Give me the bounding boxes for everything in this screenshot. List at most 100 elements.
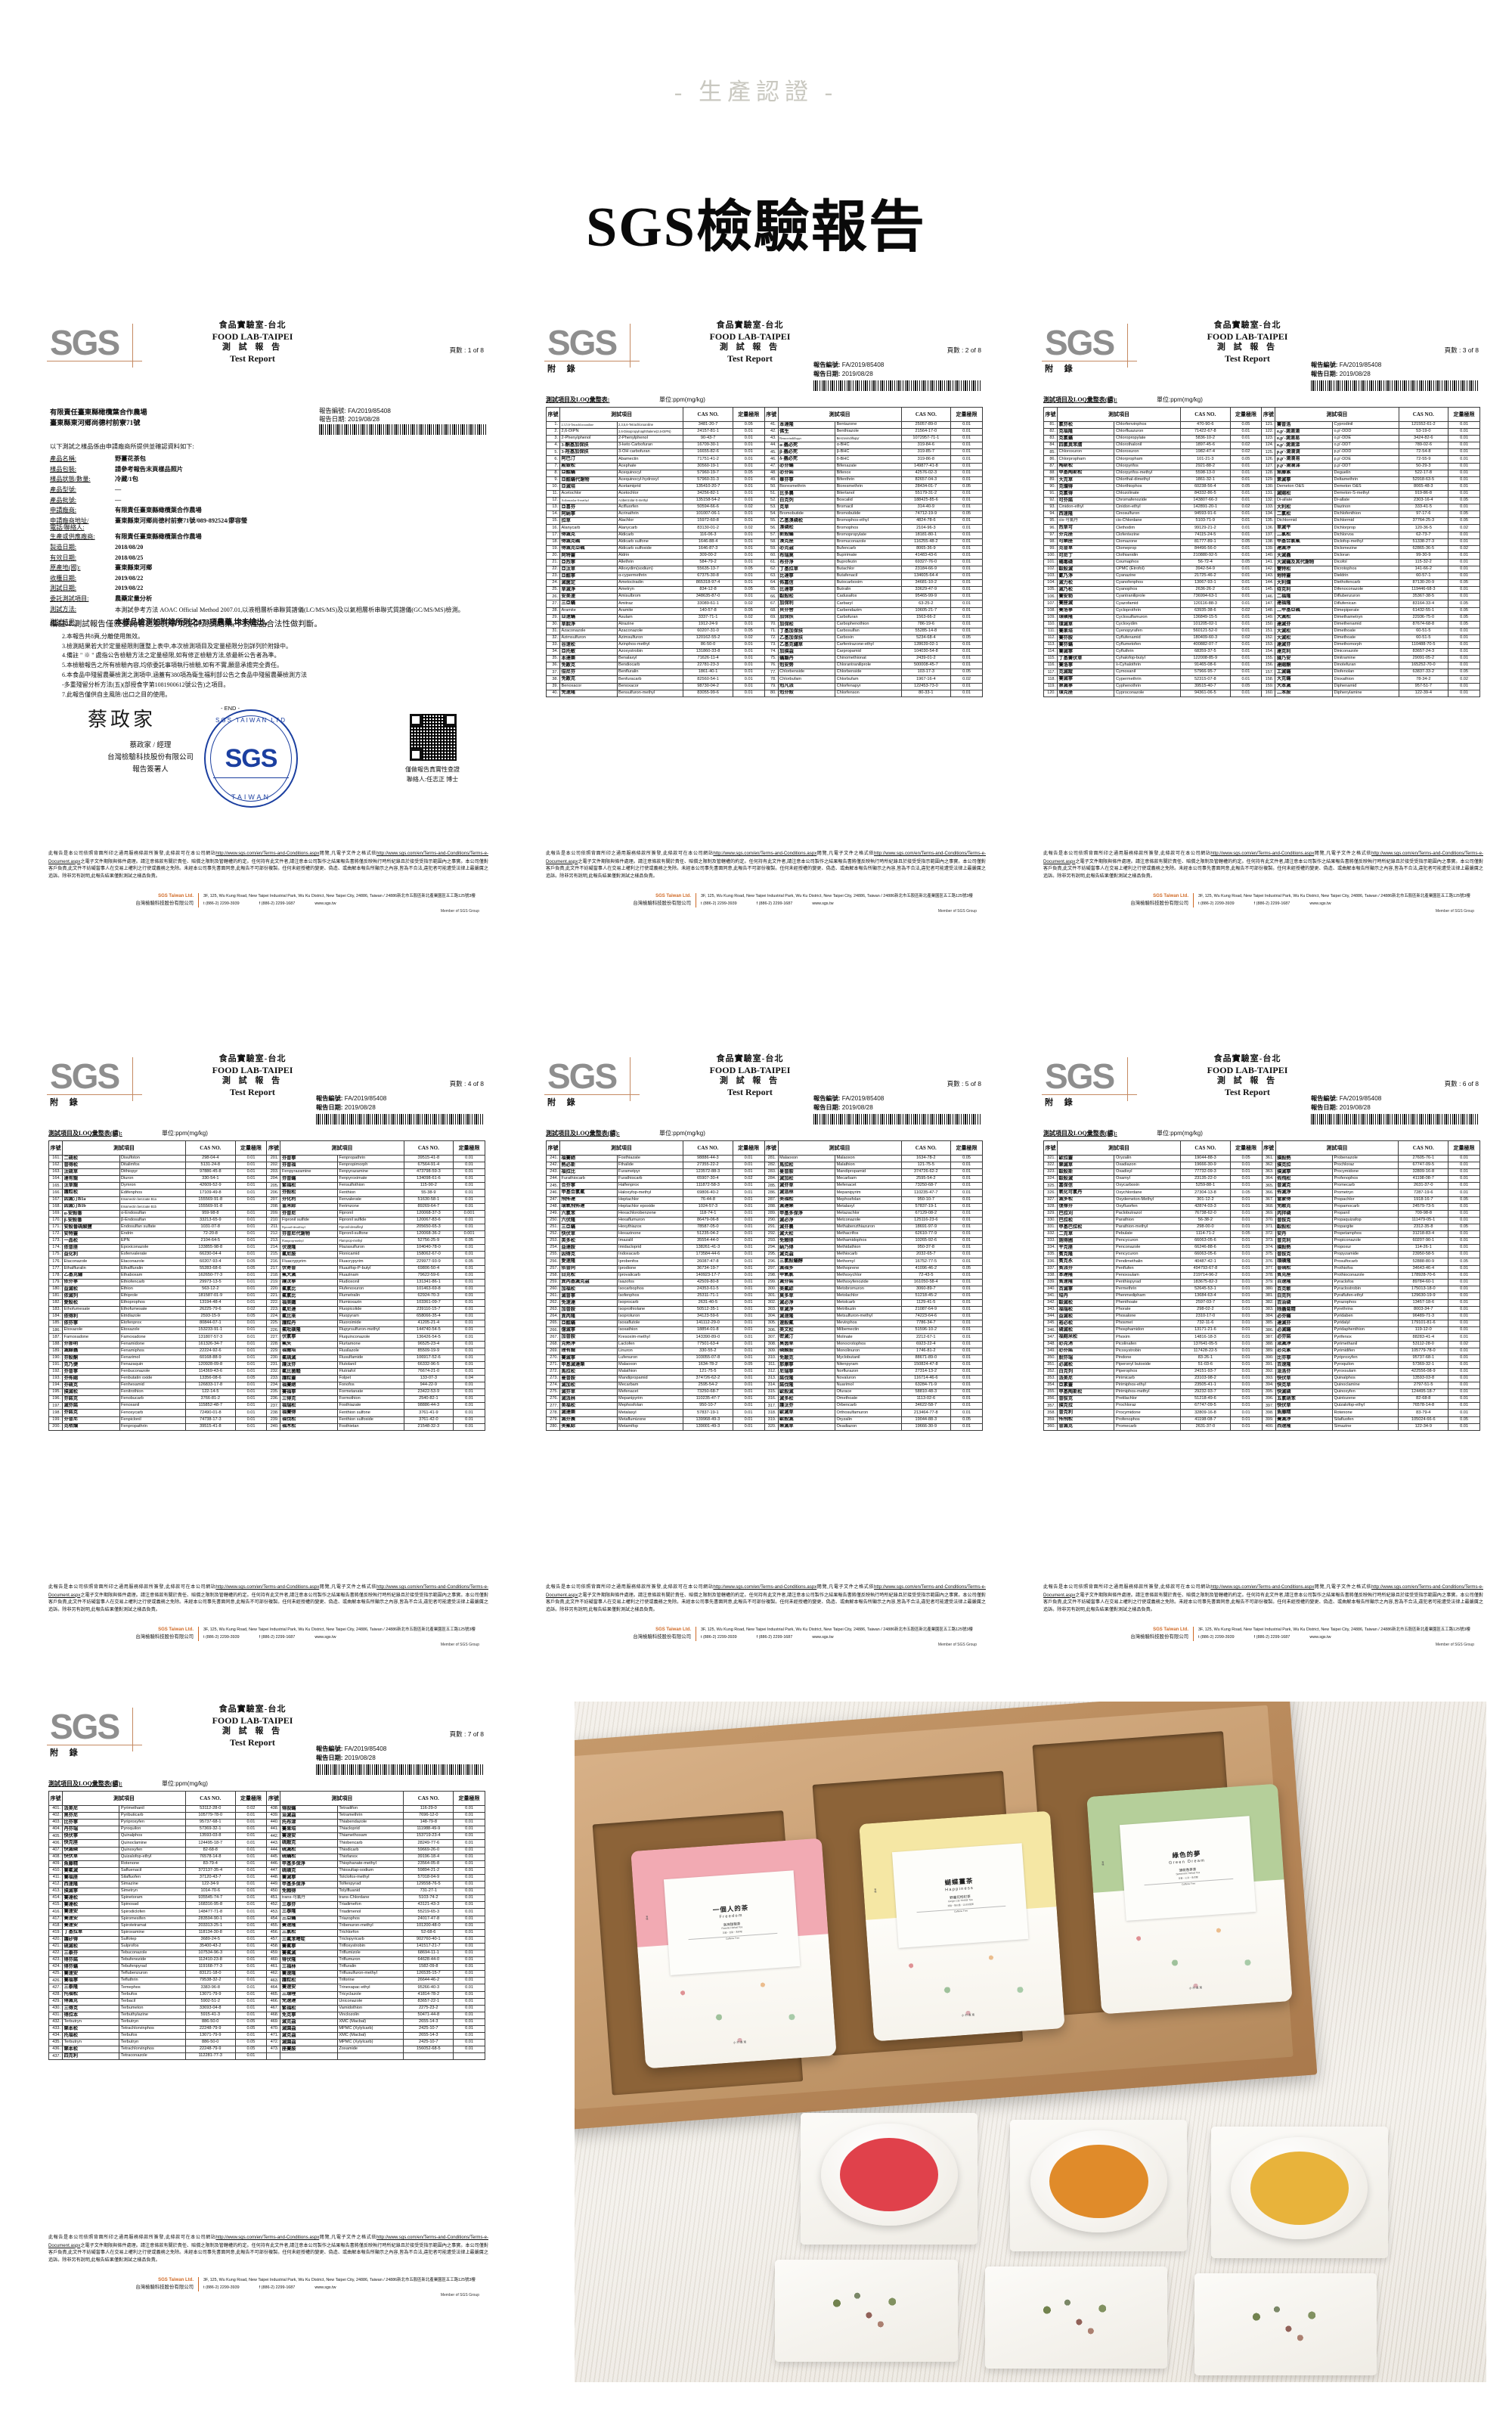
loq-value: 0.01: [1448, 420, 1480, 430]
terms-link[interactable]: http://www.sgs.com/en/Terms-and-Conditio…: [713, 851, 817, 857]
cas-number: 55285-14-8: [900, 627, 952, 635]
sgs-group-member: Member of SGS Group: [937, 908, 977, 914]
item-name-en: Terbacil: [119, 1997, 186, 2006]
item-name-en: Fenpyrazamine: [336, 1168, 404, 1177]
edoc-link[interactable]: http://www.sgs.com/en/Terms-and-Conditio…: [546, 1584, 986, 1598]
row-index: 254.: [546, 1244, 560, 1252]
loq-value: 0.02: [1448, 544, 1480, 553]
item-name-cn: Famoxadone: [62, 1333, 120, 1342]
loq-value: 0.05: [234, 1258, 268, 1266]
table-row: 414. 賽達松 Spinetoram 935545-74-7 0.01 451. tran…: [48, 1894, 485, 1903]
row-index: 294.: [764, 1244, 779, 1252]
item-name-en: Probenazole: [1331, 1154, 1399, 1163]
edoc-link[interactable]: http://www.sgs.com/en/Terms-and-Conditio…: [1043, 1584, 1483, 1598]
loq-value: 0.01: [950, 607, 983, 615]
company-name-cn: 台灣檢驗科技股份有限公司: [633, 901, 691, 907]
loq-value: 0.01: [732, 558, 765, 566]
website-url[interactable]: www.sgs.tw: [1309, 1635, 1331, 1640]
item-name-cn: 賽滅淨: [1275, 1416, 1333, 1424]
verification-qr-code[interactable]: [410, 714, 457, 761]
website-url[interactable]: www.sgs.tw: [812, 1635, 834, 1640]
loq-value: 0.01: [234, 2052, 268, 2061]
item-name-cn: 歐拉靈: [1056, 1154, 1115, 1163]
item-name-en: Fipronil-sulfone: [336, 1230, 404, 1239]
col-header-cas: CAS NO.: [683, 1140, 733, 1156]
loq-value: 0.01: [732, 1402, 765, 1410]
item-name-cn: 必芬諾: [777, 469, 836, 477]
terms-link[interactable]: http://www.sgs.com/en/Terms-and-Conditio…: [215, 1584, 320, 1590]
cas-number: 131341-86-1: [403, 1278, 454, 1286]
website-url[interactable]: www.sgs.tw: [314, 901, 336, 906]
note-line: 7.此報告僅供自主風險/出口之目的使用。: [62, 690, 172, 698]
cas-number: 902760-40-1: [403, 1935, 454, 1944]
loq-value: 0.01: [950, 600, 983, 608]
terms-link[interactable]: http://www.sgs.com/en/Terms-and-Conditio…: [1210, 851, 1315, 857]
item-name-cn: 得芬諾: [61, 1956, 120, 1965]
terms-link[interactable]: http://www.sgs.com/en/Terms-and-Conditio…: [215, 851, 320, 857]
loq-value: 0.01: [234, 1182, 268, 1190]
item-name-cn: 芬普寧: [280, 1154, 338, 1163]
loq-value: 0.01: [1448, 442, 1480, 450]
terms-link[interactable]: http://www.sgs.com/en/Terms-and-Conditio…: [215, 2235, 320, 2241]
table-row: 114. 賽滅寧 Cyfluthrin 68359-37-5 0.01 154. 達克利 Di…: [1043, 648, 1480, 656]
website-url[interactable]: www.sgs.tw: [812, 901, 834, 906]
item-name-cn: 芬硫克: [62, 1382, 120, 1390]
item-name-cn: 護汰芬: [280, 1360, 338, 1369]
item-name-cn: 三得克: [280, 1395, 338, 1404]
loq-value: 0.01: [1448, 662, 1480, 670]
website-url[interactable]: www.sgs.tw: [1309, 901, 1331, 906]
terms-link[interactable]: http://www.sgs.com/en/Terms-and-Conditio…: [1210, 1584, 1315, 1590]
company-name-cn: 台灣檢驗科技股份有限公司: [1130, 901, 1188, 907]
loq-value: 0.05: [1448, 669, 1480, 677]
item-name-cn: 草滅淨: [559, 586, 618, 594]
cas-number: 301-12-2: [1180, 1196, 1231, 1204]
item-name-cn: 必芬諾: [1275, 1333, 1333, 1342]
loq-value: 0.01: [234, 1416, 268, 1424]
item-name-en: Cyphenothrin: [1114, 682, 1181, 690]
row-index: 166.: [48, 1189, 63, 1197]
company-name-en: SGS Taiwan Ltd.: [158, 1627, 194, 1633]
cas-number: 957-51-7: [1398, 682, 1449, 690]
terms-link[interactable]: http://www.sgs.com/en/Terms-and-Conditio…: [713, 1584, 817, 1590]
row-index: 127.: [1261, 462, 1276, 470]
item-name-en: Penflufen: [1114, 1264, 1182, 1273]
table-row: 171. 安殺番硫酸鹽 Endosulfan sulfate 1031-07-8 0.0…: [48, 1223, 485, 1232]
cas-number: 26087-47-8: [683, 1258, 733, 1266]
item-name-en: Endosulfan sulfate: [119, 1223, 187, 1232]
tea-liquid: [839, 2137, 939, 2212]
website-url[interactable]: www.sgs.tw: [314, 1635, 336, 1640]
row-index: 251.: [546, 1223, 560, 1232]
website-url[interactable]: www.sgs.tw: [314, 2285, 336, 2290]
edoc-link[interactable]: http://www.sgs.com/en/Terms-and-Conditio…: [48, 851, 488, 864]
item-name-en: Methabenzthiazuron: [834, 1223, 902, 1232]
loq-value: 0.01: [950, 428, 983, 436]
item-name-en: Teflubenzuron: [119, 1970, 186, 1978]
row-index: 280.: [546, 1423, 560, 1431]
edoc-link[interactable]: http://www.sgs.com/en/Terms-and-Conditio…: [1043, 851, 1483, 864]
loq-value: 0.01: [234, 1216, 268, 1224]
item-name-cn: Ethalfluralin: [62, 1264, 120, 1273]
item-name-en: Phosmet: [1114, 1320, 1182, 1328]
item-name-en: Triflumizole: [336, 1949, 404, 1958]
report-date-label: 報告日期:: [813, 1104, 841, 1112]
row-index: 37.: [546, 669, 560, 677]
edoc-link[interactable]: http://www.sgs.com/en/Terms-and-Conditio…: [546, 851, 986, 864]
cas-number: 27314-13-2: [900, 1367, 952, 1376]
item-name-en: Carboxin: [835, 634, 902, 643]
item-name-en: Cyclosulfamuron: [1114, 613, 1181, 622]
table-row: 350. 脫芬瑞 Pindone 83-26-1 0.01 390. 比芬寧 Pyriprox…: [1043, 1354, 1480, 1362]
loq-value: 0.01: [732, 476, 765, 484]
item-name-cn: 因得克: [559, 1251, 618, 1259]
item-name-en: MPMC (Xylylcarb): [336, 2039, 404, 2047]
lab-name-cn: 食品實驗室-台北: [218, 321, 287, 330]
edoc-link[interactable]: http://www.sgs.com/en/Terms-and-Conditio…: [48, 2235, 488, 2248]
item-name-en: Isoprocarb: [616, 1298, 684, 1308]
report-page-3: SGS 食品實驗室-台北 FOOD LAB-TAIPEI 測 試 報 告 Tes…: [1021, 318, 1500, 915]
seal-center-text: SGS: [225, 744, 278, 773]
item-name-en: 2-Phenylphenol: [616, 435, 684, 443]
row-index: 179.: [48, 1278, 63, 1286]
row-index: 215.: [266, 1251, 281, 1259]
edoc-link[interactable]: http://www.sgs.com/en/Terms-and-Conditio…: [48, 1584, 488, 1598]
phone-number: t (886-2) 2299-3939: [203, 901, 240, 906]
item-name-cn: p,p'-滴滴涕: [1275, 462, 1334, 470]
